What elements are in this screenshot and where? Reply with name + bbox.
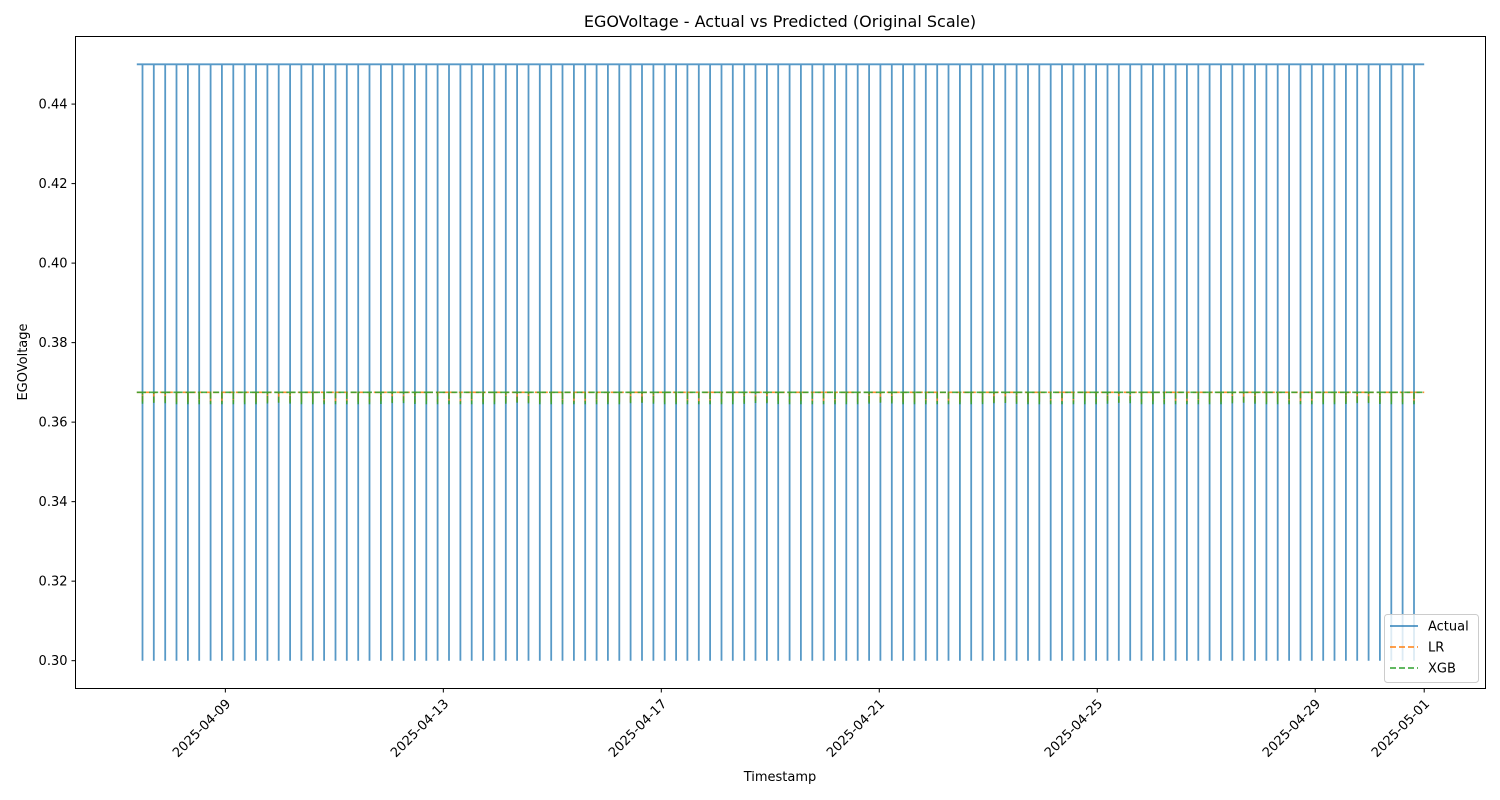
- y-tick-label: 0.44: [39, 98, 68, 113]
- y-tick-label: 0.36: [39, 416, 68, 431]
- y-tick-label: 0.40: [39, 257, 68, 272]
- chart-title: EGOVoltage - Actual vs Predicted (Origin…: [584, 12, 976, 31]
- legend-label-actual: Actual: [1428, 620, 1469, 635]
- y-tick-label: 0.34: [39, 495, 68, 510]
- series-actual-line: [136, 63, 1425, 661]
- legend: Actual LR XGB: [1384, 614, 1479, 683]
- x-axis: 2025-04-09 2025-04-13 2025-04-17 2025-04-21…: [170, 688, 1433, 761]
- x-tick-label: 2025-04-25: [1042, 697, 1106, 761]
- y-tick-label: 0.32: [39, 575, 68, 590]
- y-axis-label: EGOVoltage: [16, 323, 31, 400]
- legend-label-lr: LR: [1428, 641, 1444, 656]
- x-tick-label: 2025-04-21: [824, 697, 888, 761]
- legend-box: [1384, 614, 1479, 683]
- x-axis-label: Timestamp: [743, 770, 817, 785]
- x-tick-label: 2025-04-13: [388, 697, 452, 761]
- x-tick-label: 2025-04-29: [1260, 697, 1324, 761]
- x-tick-label: 2025-04-09: [170, 697, 234, 761]
- y-axis: 0.30 0.32 0.34 0.36 0.38 0.40 0.42 0.44: [39, 98, 76, 669]
- x-tick-label: 2025-04-17: [606, 697, 670, 761]
- plot-frame: [75, 36, 1486, 689]
- x-tick-label: 2025-05-01: [1369, 697, 1433, 761]
- series-xgb-line: [136, 391, 1425, 405]
- y-tick-label: 0.30: [39, 654, 68, 669]
- y-tick-label: 0.42: [39, 177, 68, 192]
- plot-area: [136, 63, 1425, 661]
- series-lr-line: [136, 391, 1425, 403]
- y-tick-label: 0.38: [39, 336, 68, 351]
- legend-label-xgb: XGB: [1428, 662, 1456, 677]
